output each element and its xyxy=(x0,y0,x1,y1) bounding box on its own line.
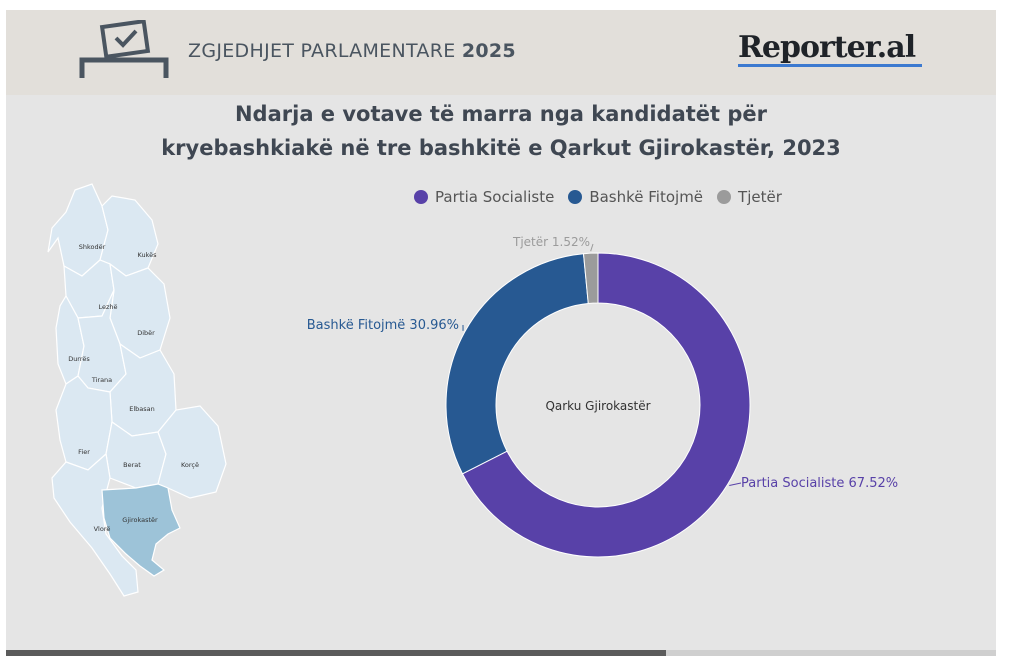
map-label-korce: Korçë xyxy=(181,461,199,469)
map-label-shkoder: Shkodër xyxy=(79,243,106,251)
donut-slice-tjet-r[interactable] xyxy=(582,252,599,305)
header-title-light: ZGJEDHJET PARLAMENTARE xyxy=(188,40,456,62)
donut-slice-bashk-fitojm-[interactable] xyxy=(445,253,589,475)
header-title: ZGJEDHJET PARLAMENTARE 2025 xyxy=(188,40,516,62)
header-title-year: 2025 xyxy=(461,40,516,62)
slice-label-bashke-fitojme: Bashkë Fitojmë 30.96% xyxy=(307,318,459,333)
ballot-box-icon xyxy=(79,20,169,78)
bottom-progress-bar xyxy=(6,650,996,656)
slice-leader-lines xyxy=(462,243,742,487)
map-label-gjirokaster: Gjirokastër xyxy=(122,516,158,524)
legend-label: Tjetër xyxy=(738,188,782,206)
chart-title: Ndarja e votave të marra nga kandidatët … xyxy=(6,97,996,165)
map-label-lezhe: Lezhë xyxy=(98,303,117,311)
map-region-gjirokaster xyxy=(101,483,181,577)
donut-chart: Qarku Gjirokastër Partia Socialiste 67.5… xyxy=(307,235,898,558)
chart-legend: Partia Socialiste Bashkë Fitojmë Tjetër xyxy=(414,186,796,208)
leader-line xyxy=(729,482,742,487)
header-banner: ZGJEDHJET PARLAMENTARE 2025 Reporter.al xyxy=(6,10,996,95)
legend-dot-icon xyxy=(568,190,583,204)
slice-label-partia-socialiste: Partia Socialiste 67.52% xyxy=(741,476,898,491)
map-label-berat: Berat xyxy=(123,461,141,469)
slice-label-tjeter: Tjetër 1.52% xyxy=(512,235,590,249)
map-label-vlore: Vlorë xyxy=(94,525,111,533)
infographic-frame: ZGJEDHJET PARLAMENTARE 2025 Reporter.al … xyxy=(6,10,996,656)
legend-item-bashke-fitojme[interactable]: Bashkë Fitojmë xyxy=(568,188,703,206)
reporter-logo[interactable]: Reporter.al xyxy=(738,30,916,65)
map-label-kukes: Kukës xyxy=(138,251,158,259)
chart-title-line-2: kryebashkiakë në tre bashkitë e Qarkut G… xyxy=(161,136,841,160)
bottom-progress-fill xyxy=(6,650,666,656)
map-label-durres: Durrës xyxy=(68,355,90,363)
chart-title-line-1: Ndarja e votave të marra nga kandidatët … xyxy=(234,102,768,126)
map-label-tirana: Tirana xyxy=(91,376,112,384)
map-label-fier: Fier xyxy=(78,448,90,456)
legend-item-tjeter[interactable]: Tjetër xyxy=(717,188,782,206)
map-region-korce xyxy=(157,405,227,499)
logo-underline xyxy=(738,64,922,67)
legend-label: Partia Socialiste xyxy=(435,188,555,206)
map-label-diber: Dibër xyxy=(137,329,155,337)
donut-center-label: Qarku Gjirokastër xyxy=(545,399,650,413)
donut-slices xyxy=(445,252,751,558)
legend-dot-icon xyxy=(717,190,732,204)
map-region-vlore xyxy=(51,452,139,597)
legend-label: Bashkë Fitojmë xyxy=(589,188,704,206)
map-label-elbasan: Elbasan xyxy=(129,405,155,413)
donut-slice-partia-socialiste[interactable] xyxy=(461,252,751,558)
legend-dot-icon xyxy=(414,190,428,204)
leader-line xyxy=(590,243,594,252)
legend-item-partia-socialiste[interactable]: Partia Socialiste xyxy=(414,188,554,206)
albania-map: Shkodër Kukës Lezhë Dibër Durrës Tirana … xyxy=(47,183,227,597)
